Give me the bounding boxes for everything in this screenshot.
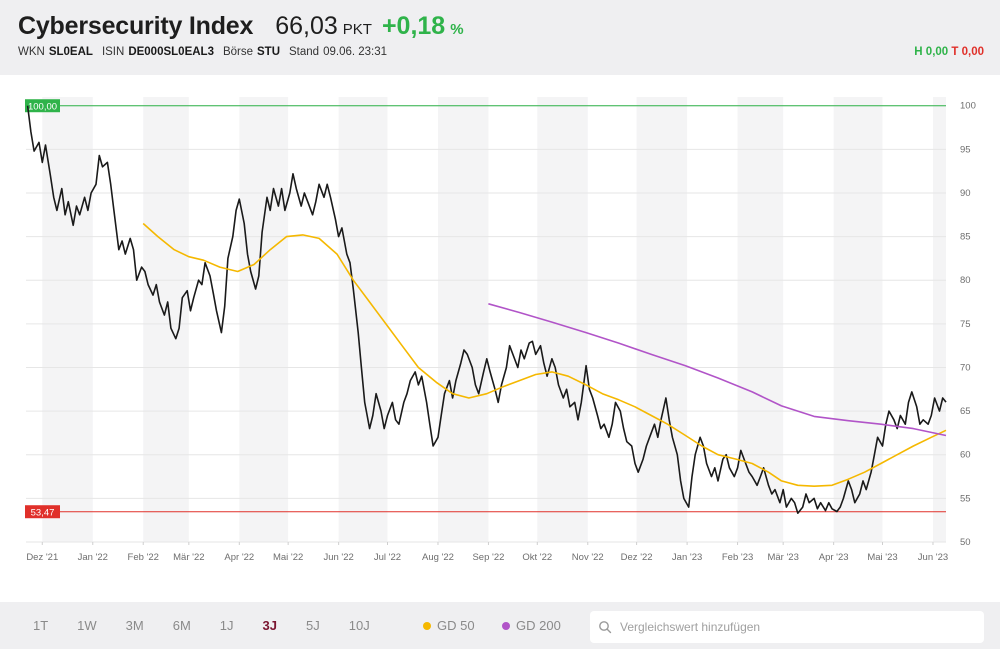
x-tick-label: Apr '22 — [224, 552, 254, 563]
low-line-badge — [25, 505, 60, 519]
instrument-meta: WKN SL0EAL ISIN DE000SL0EAL3 Börse STU S… — [18, 46, 391, 58]
current-price: 66,03 — [275, 12, 338, 40]
stand-value: 09.06. 23:31 — [323, 46, 388, 58]
y-tick-label: 75 — [960, 319, 971, 330]
low-line-label: 53,47 — [31, 507, 55, 518]
day-low: T 0,00 — [951, 46, 984, 58]
range-3m[interactable]: 3M — [125, 618, 144, 633]
y-tick-label: 65 — [960, 406, 971, 417]
range-6m[interactable]: 6M — [172, 618, 191, 633]
y-tick-label: 90 — [960, 188, 971, 199]
title-row: Cybersecurity Index 66,03 PKT +0,18 % — [18, 12, 464, 41]
x-tick-label: Dez '21 — [26, 552, 58, 563]
x-tick-label: Dez '22 — [621, 552, 653, 563]
gd50-line — [142, 222, 947, 487]
price-change: +0,18 — [381, 12, 446, 40]
x-tick-label: Jul '22 — [374, 552, 401, 563]
high-low: H 0,00 T 0,00 — [914, 46, 984, 58]
x-tick-label: Apr '23 — [819, 552, 849, 563]
x-tick-label: Mai '22 — [273, 552, 303, 563]
x-tick-label: Aug '22 — [422, 552, 454, 563]
y-tick-label: 80 — [960, 275, 971, 286]
instrument-title: Cybersecurity Index — [18, 12, 254, 40]
wkn-value: SL0EAL — [48, 46, 93, 58]
search-icon — [599, 621, 612, 634]
y-tick-label: 95 — [960, 144, 971, 155]
y-tick-label: 70 — [960, 362, 971, 373]
range-1t[interactable]: 1T — [33, 618, 49, 633]
y-tick-label: 50 — [960, 537, 971, 548]
exchange-label: Börse — [222, 46, 254, 58]
price-line — [26, 105, 947, 514]
price-chart[interactable]: 50 55 60 65 70 75 80 85 90 95 100 Dez '21 Jan '22 Feb… — [0, 75, 1000, 602]
x-tick-label: Jan '23 — [672, 552, 702, 563]
month-band — [239, 97, 289, 542]
x-tick-label: Mär '23 — [767, 552, 798, 563]
range-5j[interactable]: 5J — [306, 618, 320, 633]
x-tick-label: Jun '22 — [323, 552, 353, 563]
month-band — [437, 97, 489, 542]
x-tick-label: Mär '22 — [173, 552, 204, 563]
x-tick-label: Sep '22 — [472, 552, 504, 563]
gd200-label: GD 200 — [516, 618, 561, 633]
x-tick-label: Nov '22 — [572, 552, 604, 563]
y-tick-label: 55 — [960, 493, 971, 504]
day-high: H 0,00 — [914, 46, 949, 58]
month-band — [338, 97, 388, 542]
y-tick-label: 85 — [960, 232, 971, 243]
gd200-line — [488, 303, 947, 437]
x-tick-label: Jan '22 — [78, 552, 108, 563]
x-tick-label: Jun '23 — [918, 552, 948, 563]
isin-value: DE000SL0EAL3 — [128, 46, 214, 58]
range-10j[interactable]: 10J — [348, 618, 370, 633]
y-tick-label: 100 — [960, 101, 976, 112]
compare-search-input[interactable] — [620, 620, 960, 634]
gd200-dot-icon — [502, 621, 510, 630]
range-1w[interactable]: 1W — [77, 618, 97, 633]
quote-header: Cybersecurity Index 66,03 PKT +0,18 % WK… — [0, 0, 1000, 75]
chart-controls: 1T 1W 3M 6M 1J 3J 5J 10J GD 50 GD 200 — [0, 602, 1000, 649]
gd50-dot-icon — [423, 621, 431, 630]
range-3j[interactable]: 3J — [262, 618, 277, 633]
range-1j[interactable]: 1J — [219, 618, 234, 633]
x-tick-label: Feb '23 — [722, 552, 753, 563]
price-unit: PKT — [342, 21, 372, 38]
range-selector: 1T 1W 3M 6M 1J 3J 5J 10J — [33, 602, 399, 649]
isin-label: ISIN — [101, 46, 125, 58]
price-change-percent-sign: % — [450, 21, 464, 38]
month-band — [143, 97, 189, 542]
exchange-value: STU — [257, 46, 281, 58]
price-chart-svg[interactable]: 50 55 60 65 70 75 80 85 90 95 100 Dez '21 Jan '22 Feb… — [0, 75, 1000, 602]
compare-search[interactable] — [590, 611, 984, 643]
stand-label: Stand — [289, 46, 320, 58]
month-band — [42, 97, 93, 542]
high-line-label: 100,00 — [28, 101, 57, 112]
gd50-toggle[interactable]: GD 50 — [423, 602, 475, 649]
gd50-label: GD 50 — [437, 618, 475, 633]
x-tick-label: Okt '22 — [522, 552, 552, 563]
y-tick-label: 60 — [960, 450, 971, 461]
month-band — [932, 97, 946, 542]
high-line-badge — [25, 99, 60, 113]
x-tick-label: Mai '23 — [867, 552, 897, 563]
x-tick-label: Feb '22 — [128, 552, 159, 563]
wkn-label: WKN — [18, 46, 45, 58]
gd200-toggle[interactable]: GD 200 — [502, 602, 561, 649]
